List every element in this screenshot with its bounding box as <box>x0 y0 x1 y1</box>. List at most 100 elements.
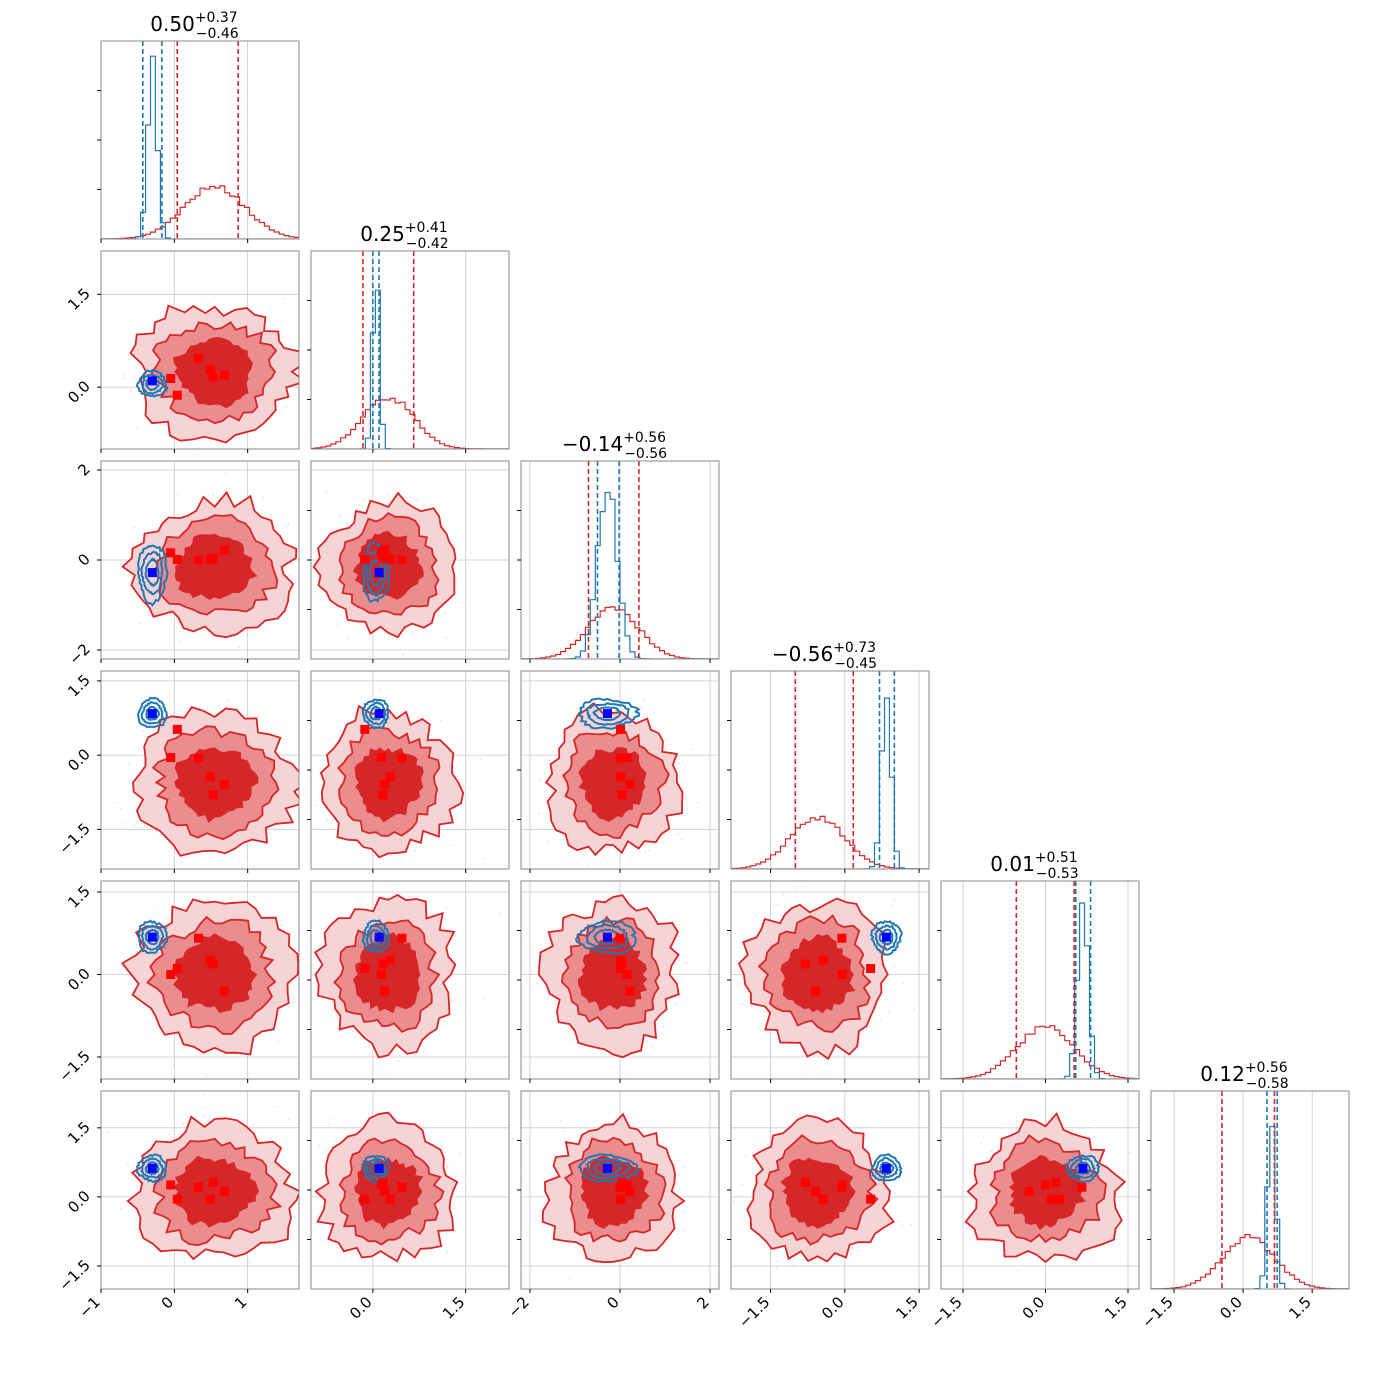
blue-contour <box>140 1156 165 1179</box>
red-square-marker <box>837 1180 847 1190</box>
red-square-marker <box>866 1194 876 1204</box>
blue-contour <box>584 702 630 727</box>
x-tick-label: 0.0 <box>818 1293 848 1323</box>
red-square-marker <box>205 1194 215 1204</box>
sample-point <box>307 362 309 364</box>
sample-point <box>584 849 587 851</box>
sample-point <box>611 872 613 874</box>
sample-point <box>1127 1151 1130 1154</box>
histogram-panel-5: −1.5 0.0 1.5 0.12+0.56−0.58 <box>1138 1060 1350 1332</box>
sample-point <box>386 502 389 505</box>
blue-contour <box>140 550 164 596</box>
sample-point <box>893 899 896 901</box>
sample-point <box>744 1154 747 1157</box>
truth-marker <box>374 568 384 578</box>
x-tick-label: 0 <box>158 1293 177 1312</box>
sample-point <box>285 525 288 527</box>
sample-point <box>640 707 643 710</box>
histogram-panel-3: −0.56+0.73−0.45 <box>727 640 930 873</box>
sample-point <box>121 821 124 824</box>
sample-point <box>327 1124 330 1126</box>
sample-point <box>537 812 540 815</box>
sample-point <box>142 730 144 732</box>
contour-panel-2-0: −2 0 2 <box>65 460 300 668</box>
sample-point <box>538 779 541 782</box>
sample-point <box>132 376 135 378</box>
blue-contour <box>144 928 160 946</box>
sample-point <box>677 833 679 836</box>
sample-point <box>325 1150 328 1152</box>
y-tick-label: 1.5 <box>64 882 94 912</box>
red-square-marker <box>617 959 627 969</box>
sample-point <box>462 786 465 788</box>
sample-point <box>225 472 228 474</box>
sample-point <box>686 801 689 804</box>
sample-point <box>892 905 894 907</box>
blue-contour <box>585 1157 632 1180</box>
contour-panel-3-2 <box>517 670 720 874</box>
sample-point <box>388 854 391 856</box>
panel-title-minus: −0.42 <box>406 236 449 252</box>
sample-point <box>446 1251 449 1253</box>
blue-contour <box>369 705 383 721</box>
blue-contour <box>369 928 383 946</box>
y-tick-label: 2 <box>74 460 93 479</box>
sample-point <box>546 840 548 843</box>
sample-point <box>173 513 176 516</box>
red-square-marker <box>1077 1182 1087 1192</box>
sample-point <box>786 1125 789 1127</box>
sample-point <box>737 983 740 986</box>
sample-point <box>868 1139 871 1141</box>
red-square-marker <box>208 372 218 382</box>
sample-point <box>176 303 179 306</box>
red-square-marker <box>377 753 386 763</box>
sample-point <box>143 824 146 827</box>
red-square-marker <box>360 724 370 734</box>
histogram-line <box>1151 1234 1349 1289</box>
sample-point <box>126 1163 129 1166</box>
sample-point <box>268 1243 271 1246</box>
sample-point <box>708 1040 710 1042</box>
red-square-marker <box>219 1186 229 1196</box>
blue-contour <box>368 1161 383 1176</box>
histogram-panel-1: 0.25+0.41−0.42 <box>307 220 510 453</box>
sample-point <box>279 1010 282 1012</box>
red-square-marker <box>208 553 218 563</box>
sample-point <box>720 1156 722 1158</box>
panel-title-minus: −0.56 <box>624 446 667 462</box>
sample-point <box>292 1172 294 1175</box>
sample-point <box>443 611 446 614</box>
sample-point <box>318 1144 321 1147</box>
truth-marker <box>147 376 157 386</box>
sample-point <box>122 373 124 376</box>
panel-frame <box>100 670 300 870</box>
sample-point <box>681 760 684 762</box>
red-square-marker <box>616 724 625 734</box>
sample-point <box>306 1047 308 1049</box>
sample-point <box>901 982 904 984</box>
blue-contour <box>140 701 165 725</box>
sample-point <box>156 911 158 914</box>
y-tick-label: 0.0 <box>64 377 94 407</box>
red-square-marker <box>615 1182 625 1192</box>
sample-point <box>244 855 247 858</box>
histogram-line <box>311 397 509 449</box>
red-square-marker <box>194 353 203 363</box>
x-tick-label: 1.5 <box>1101 1293 1131 1323</box>
contour-panel-4-2 <box>517 880 720 1083</box>
truth-marker <box>147 1163 157 1173</box>
sample-point <box>326 819 329 822</box>
sample-point <box>760 921 762 924</box>
red-contour <box>174 747 259 823</box>
sample-point <box>644 851 647 854</box>
y-tick-label: 1.5 <box>64 284 94 314</box>
red-square-marker <box>208 1178 218 1188</box>
contour-panel-5-1: 0.0 1.5 <box>307 1090 510 1323</box>
sample-point <box>664 738 667 741</box>
red-square-marker <box>205 772 215 782</box>
contour-panel-3-1 <box>307 670 510 873</box>
red-square-marker <box>360 555 370 564</box>
sample-point <box>776 1266 779 1269</box>
truth-marker <box>374 932 384 942</box>
blue-contour <box>141 373 165 395</box>
